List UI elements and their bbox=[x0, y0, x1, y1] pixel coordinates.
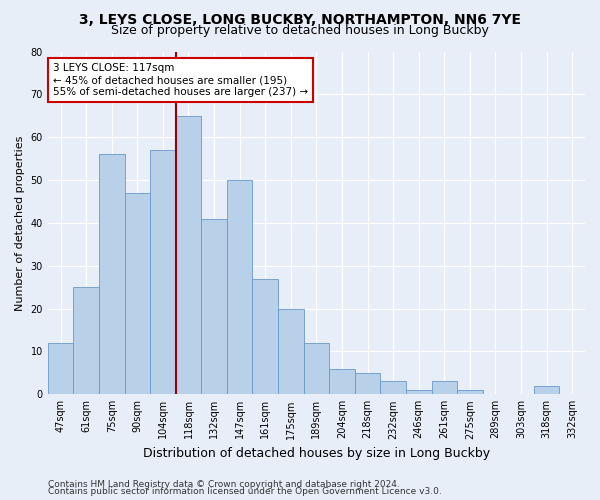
Text: 3 LEYS CLOSE: 117sqm
← 45% of detached houses are smaller (195)
55% of semi-deta: 3 LEYS CLOSE: 117sqm ← 45% of detached h… bbox=[53, 64, 308, 96]
Bar bbox=[253, 278, 278, 394]
Bar bbox=[406, 390, 431, 394]
Bar bbox=[457, 390, 482, 394]
Bar bbox=[99, 154, 125, 394]
Text: Contains public sector information licensed under the Open Government Licence v3: Contains public sector information licen… bbox=[48, 487, 442, 496]
Text: Size of property relative to detached houses in Long Buckby: Size of property relative to detached ho… bbox=[111, 24, 489, 37]
Bar bbox=[278, 308, 304, 394]
Bar bbox=[304, 343, 329, 394]
Bar bbox=[73, 287, 99, 395]
Bar bbox=[534, 386, 559, 394]
Bar bbox=[176, 116, 201, 394]
Bar bbox=[227, 180, 253, 394]
Bar bbox=[329, 368, 355, 394]
Text: Contains HM Land Registry data © Crown copyright and database right 2024.: Contains HM Land Registry data © Crown c… bbox=[48, 480, 400, 489]
Bar bbox=[125, 193, 150, 394]
Y-axis label: Number of detached properties: Number of detached properties bbox=[15, 135, 25, 310]
Bar bbox=[431, 382, 457, 394]
Bar bbox=[48, 343, 73, 394]
Bar bbox=[380, 382, 406, 394]
Bar bbox=[201, 218, 227, 394]
Bar bbox=[150, 150, 176, 394]
Text: 3, LEYS CLOSE, LONG BUCKBY, NORTHAMPTON, NN6 7YE: 3, LEYS CLOSE, LONG BUCKBY, NORTHAMPTON,… bbox=[79, 12, 521, 26]
Bar bbox=[355, 373, 380, 394]
X-axis label: Distribution of detached houses by size in Long Buckby: Distribution of detached houses by size … bbox=[143, 447, 490, 460]
